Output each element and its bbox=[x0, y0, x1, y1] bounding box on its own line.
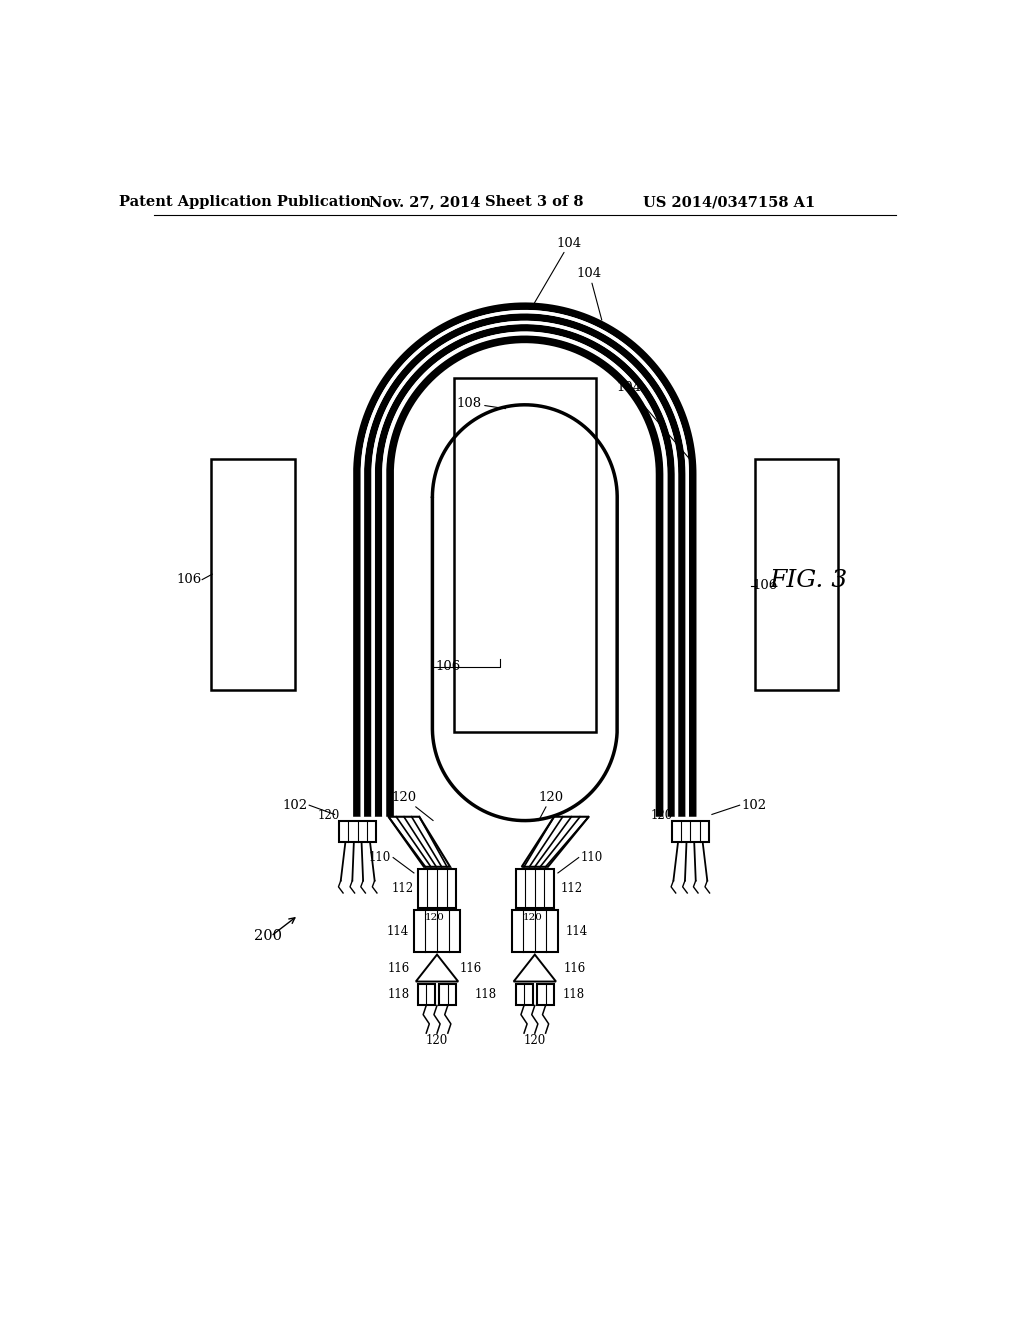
Bar bbox=[515, 983, 532, 1006]
Text: 120: 120 bbox=[539, 791, 563, 821]
Text: 114: 114 bbox=[386, 924, 409, 937]
Text: 116: 116 bbox=[387, 961, 410, 974]
Bar bbox=[418, 983, 435, 1006]
Text: 116: 116 bbox=[563, 961, 586, 974]
Bar bbox=[439, 983, 457, 1006]
Text: Patent Application Publication: Patent Application Publication bbox=[119, 195, 371, 210]
Text: 120: 120 bbox=[425, 913, 444, 923]
Bar bbox=[538, 983, 554, 1006]
Text: 112: 112 bbox=[560, 882, 583, 895]
Text: 120: 120 bbox=[391, 791, 433, 821]
Text: 104: 104 bbox=[532, 236, 582, 306]
Text: 110: 110 bbox=[581, 851, 603, 865]
Text: 116: 116 bbox=[460, 961, 481, 974]
Text: 102: 102 bbox=[283, 799, 307, 812]
Text: 120: 120 bbox=[522, 913, 543, 923]
Text: 104: 104 bbox=[616, 381, 692, 462]
Text: Sheet 3 of 8: Sheet 3 of 8 bbox=[484, 195, 584, 210]
Text: 106: 106 bbox=[176, 573, 202, 586]
Bar bbox=[515, 869, 554, 908]
Bar bbox=[672, 821, 709, 842]
Bar bbox=[512, 909, 558, 952]
Text: Nov. 27, 2014: Nov. 27, 2014 bbox=[369, 195, 480, 210]
Text: 108: 108 bbox=[457, 397, 506, 409]
Text: 118: 118 bbox=[562, 989, 585, 1001]
Text: 106: 106 bbox=[753, 579, 778, 593]
Bar bbox=[418, 869, 457, 908]
Text: 118: 118 bbox=[387, 989, 410, 1001]
Bar bbox=[755, 459, 839, 689]
Text: FIG. 3: FIG. 3 bbox=[769, 569, 847, 591]
Bar bbox=[454, 378, 596, 733]
Text: 120: 120 bbox=[426, 1034, 449, 1047]
Text: 120: 120 bbox=[523, 1034, 546, 1047]
Text: 112: 112 bbox=[392, 882, 414, 895]
Text: 200: 200 bbox=[254, 929, 282, 942]
Bar bbox=[339, 821, 376, 842]
Text: 114: 114 bbox=[565, 924, 588, 937]
Text: 102: 102 bbox=[741, 799, 766, 812]
Text: 104: 104 bbox=[577, 268, 602, 321]
Bar bbox=[211, 459, 295, 689]
Text: 120: 120 bbox=[318, 809, 340, 822]
Text: 110: 110 bbox=[369, 851, 391, 865]
Text: 106: 106 bbox=[435, 660, 461, 673]
Bar bbox=[414, 909, 460, 952]
Text: US 2014/0347158 A1: US 2014/0347158 A1 bbox=[643, 195, 816, 210]
Text: 120: 120 bbox=[650, 809, 673, 822]
Text: 118: 118 bbox=[474, 989, 497, 1001]
